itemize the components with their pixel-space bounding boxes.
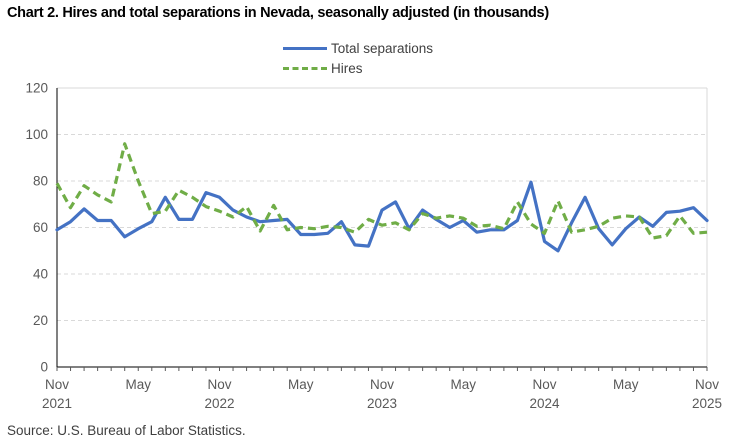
x-tick-label-month: Nov — [532, 377, 556, 392]
x-tick-label-month: Nov — [695, 377, 719, 392]
x-tick-label-month: Nov — [45, 377, 69, 392]
series-line-hires — [55, 142, 708, 240]
y-tick-label-40: 40 — [33, 267, 48, 282]
y-tick-label-60: 60 — [33, 220, 48, 235]
x-tick-label-month: Nov — [370, 377, 394, 392]
x-tick-label-year: 2025 — [692, 396, 722, 411]
x-tick-label-month: May — [125, 377, 151, 392]
x-tick-label-month: Nov — [207, 377, 231, 392]
x-tick-label-year: 2021 — [42, 396, 72, 411]
legend-item-total-separations: Total separations — [283, 38, 433, 58]
x-tick-label-month: May — [288, 377, 314, 392]
chart-title: Chart 2. Hires and total separations in … — [7, 5, 549, 21]
total-separations-line-swatch-icon — [283, 46, 327, 50]
x-tick-label-month: May — [450, 377, 476, 392]
legend-label-hires: Hires — [331, 60, 363, 76]
x-tick-label-year: 2022 — [204, 396, 234, 411]
chart-legend: Total separations Hires — [283, 38, 433, 78]
x-tick-label-year: 2024 — [529, 396, 560, 411]
y-tick-label-120: 120 — [25, 81, 48, 96]
legend-item-hires: Hires — [283, 58, 433, 78]
hires-line-swatch-icon — [283, 66, 327, 70]
y-tick-label-20: 20 — [33, 313, 48, 328]
x-tick-label-year: 2023 — [367, 396, 397, 411]
y-tick-label-100: 100 — [25, 127, 48, 142]
source-attribution: Source: U.S. Bureau of Labor Statistics. — [7, 423, 246, 438]
series-line-total-separations — [55, 180, 709, 253]
y-tick-label-80: 80 — [33, 174, 48, 189]
y-tick-label-0: 0 — [40, 360, 48, 375]
x-tick-label-month: May — [613, 377, 639, 392]
legend-label-total-separations: Total separations — [331, 40, 434, 56]
